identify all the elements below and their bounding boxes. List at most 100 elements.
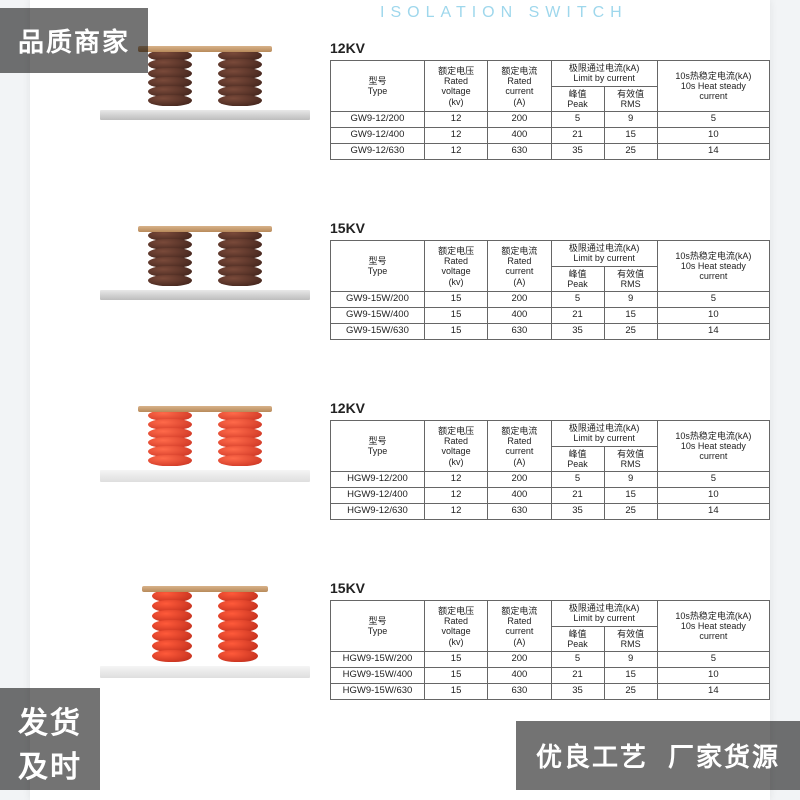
col-rms: 有效值 RMS [604,266,657,292]
table-row: HGW9-15W/20015200595 [331,652,770,668]
cell-current: 630 [488,144,551,160]
cell-rms: 9 [604,472,657,488]
insulator-stack [148,412,192,466]
cell-rms: 15 [604,668,657,684]
col-peak: 峰值 Peak [551,266,604,292]
banner-br-b: 厂家货源 [668,737,780,774]
col-heat: 10s热稳定电流(kA) 10s Heat steady current [657,601,769,652]
cell-type: HGW9-12/630 [331,504,425,520]
cell-type: GW9-12/200 [331,112,425,128]
banner-bl-line2: 及时 [18,742,82,786]
cell-peak: 5 [551,112,604,128]
insulator-disc [152,650,192,662]
cell-heat: 14 [657,144,769,160]
col-type: 型号 Type [331,421,425,472]
col-peak: 峰值 Peak [551,626,604,652]
spec-table: 型号 Type额定电压 Rated voltage (kv)额定电流 Rated… [330,600,770,700]
mounting-base [100,110,310,120]
insulator-disc [148,95,192,106]
cell-rms: 15 [604,488,657,504]
cell-type: HGW9-15W/400 [331,668,425,684]
table-row: GW9-12/40012400211510 [331,128,770,144]
col-voltage: 额定电压 Rated voltage (kv) [424,241,487,292]
col-type: 型号 Type [331,601,425,652]
cell-rms: 15 [604,128,657,144]
cell-current: 400 [488,668,551,684]
table-row: GW9-12/20012200595 [331,112,770,128]
cell-voltage: 12 [424,472,487,488]
cell-voltage: 12 [424,112,487,128]
mounting-base [100,666,310,678]
table-row: HGW9-12/40012400211510 [331,488,770,504]
cell-type: HGW9-12/200 [331,472,425,488]
cell-heat: 10 [657,668,769,684]
cell-voltage: 15 [424,684,487,700]
spec-block: 12KV 型号 Type额定电压 Rated voltage (kv)额定电流 R… [100,400,740,520]
col-limit: 极限通过电流(kA) Limit by current [551,601,657,627]
col-voltage: 额定电压 Rated voltage (kv) [424,61,487,112]
cell-heat: 10 [657,128,769,144]
insulator-stack [148,232,192,286]
section-title: 12KV [330,400,740,416]
col-limit: 极限通过电流(kA) Limit by current [551,421,657,447]
cell-peak: 5 [551,652,604,668]
col-voltage: 额定电压 Rated voltage (kv) [424,421,487,472]
spec-table: 型号 Type额定电压 Rated voltage (kv)额定电流 Rated… [330,60,770,160]
cell-type: GW9-12/400 [331,128,425,144]
product-illustration [100,232,310,300]
insulator-assembly [152,592,258,662]
badge-top-left: 品质商家 [0,8,148,73]
cell-current: 400 [488,308,551,324]
col-limit: 极限通过电流(kA) Limit by current [551,241,657,267]
cell-rms: 25 [604,504,657,520]
cell-heat: 5 [657,112,769,128]
banner-bottom-right: 优良工艺 厂家货源 [516,721,800,790]
cell-voltage: 12 [424,488,487,504]
cell-current: 630 [488,504,551,520]
table-row: HGW9-12/63012630352514 [331,504,770,520]
insulator-disc [148,275,192,286]
col-rms: 有效值 RMS [604,86,657,112]
cell-heat: 10 [657,308,769,324]
cell-peak: 21 [551,308,604,324]
cell-peak: 21 [551,488,604,504]
col-rms: 有效值 RMS [604,446,657,472]
cell-heat: 14 [657,324,769,340]
insulator-assembly [148,412,262,466]
col-current: 额定电流 Rated current (A) [488,421,551,472]
cell-rms: 25 [604,144,657,160]
cell-current: 200 [488,472,551,488]
document-page: ISOLATION SWITCH 12KV型号 Type额定电压 Rated v… [30,0,770,800]
cell-current: 630 [488,324,551,340]
insulator-assembly [148,52,262,106]
col-rms: 有效值 RMS [604,626,657,652]
table-row: GW9-15W/63015630352514 [331,324,770,340]
cell-rms: 9 [604,652,657,668]
col-current: 额定电流 Rated current (A) [488,601,551,652]
cell-type: GW9-12/630 [331,144,425,160]
section-title: 12KV [330,40,740,56]
mounting-base [100,470,310,482]
table-row: GW9-12/63012630352514 [331,144,770,160]
section-title: 15KV [330,580,740,596]
cell-heat: 14 [657,684,769,700]
spec-table: 型号 Type额定电压 Rated voltage (kv)额定电流 Rated… [330,240,770,340]
cell-peak: 35 [551,684,604,700]
table-row: HGW9-12/20012200595 [331,472,770,488]
cell-current: 200 [488,292,551,308]
cell-type: HGW9-12/400 [331,488,425,504]
cell-heat: 5 [657,652,769,668]
col-type: 型号 Type [331,61,425,112]
insulator-disc [218,650,258,662]
col-heat: 10s热稳定电流(kA) 10s Heat steady current [657,241,769,292]
cell-peak: 35 [551,144,604,160]
cell-type: HGW9-15W/200 [331,652,425,668]
insulator-assembly [148,232,262,286]
table-row: HGW9-15W/40015400211510 [331,668,770,684]
insulator-stack [218,52,262,106]
col-current: 额定电流 Rated current (A) [488,241,551,292]
table-row: HGW9-15W/63015630352514 [331,684,770,700]
cell-voltage: 12 [424,144,487,160]
cell-current: 400 [488,488,551,504]
cell-current: 630 [488,684,551,700]
